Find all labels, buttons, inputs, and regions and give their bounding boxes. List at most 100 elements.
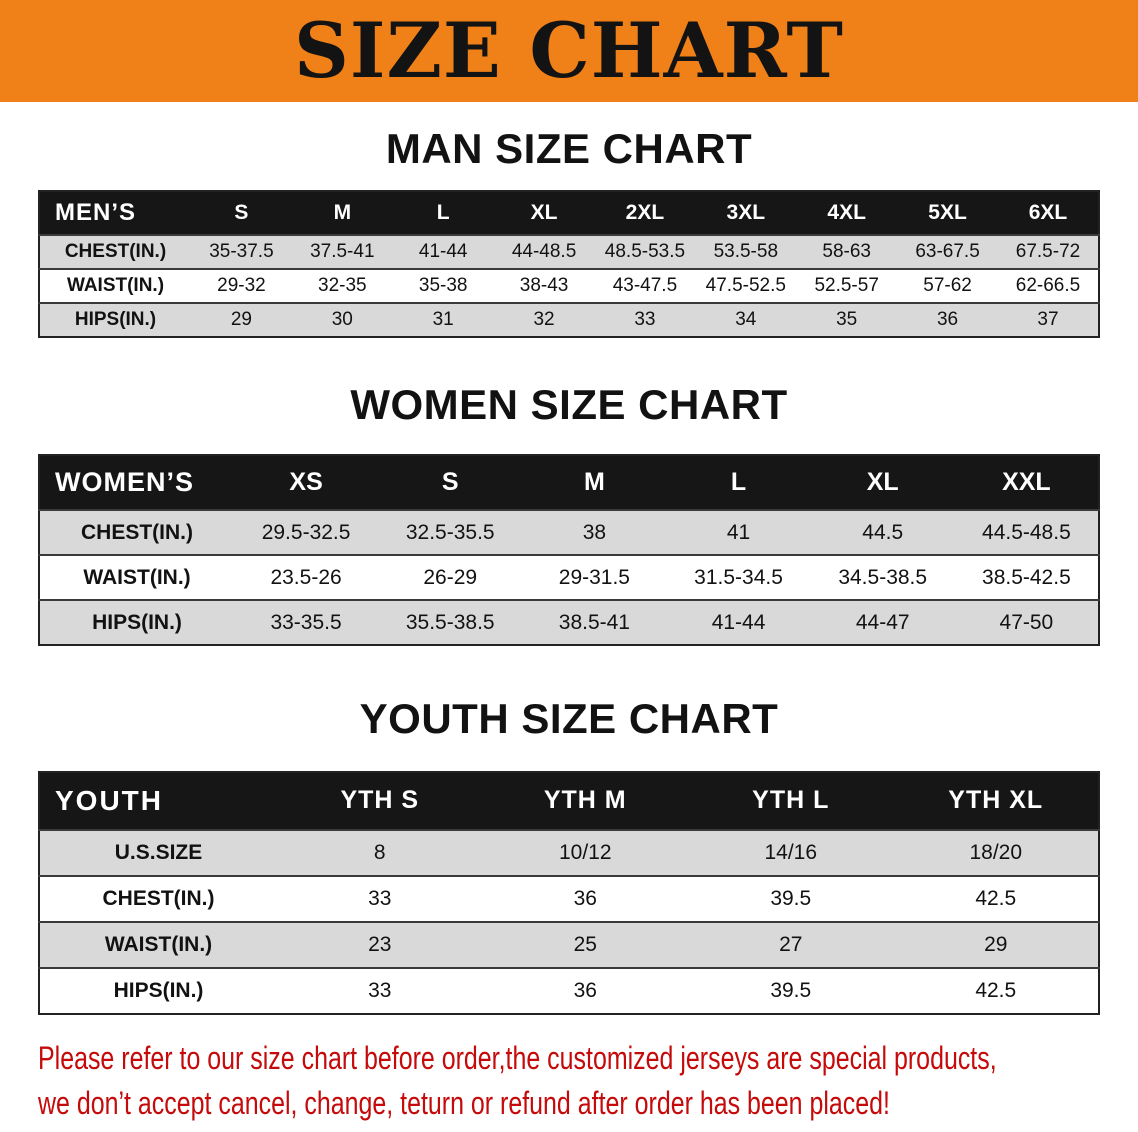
size-value-cell: 29.5-32.5 — [261, 520, 351, 544]
size-value-cell: 38.5-42.5 — [982, 565, 1071, 589]
women-size-table: WOMEN’S XS S M L XL XXL CHEST(IN.) 29.5-32.5 32.5… — [38, 454, 1100, 647]
row-label: U.S.SIZE — [114, 840, 203, 864]
row-label: HIPS(IN.) — [92, 610, 182, 634]
size-column-header: YTH XL — [893, 771, 1099, 830]
size-column-header: YTH M — [482, 771, 688, 830]
size-value-cell: 63-67.5 — [915, 241, 980, 263]
size-value-cell: 30 — [331, 309, 353, 331]
size-value-cell: 33 — [368, 886, 392, 910]
table-title-cell: YOUTH — [39, 771, 277, 830]
size-value-cell: 37 — [1037, 309, 1059, 331]
table-title-cell: MEN’S — [39, 191, 191, 236]
table-row: HIPS(IN.) 33-35.5 35.5-38.5 38.5-41 41-44 44-… — [39, 600, 1099, 646]
size-value-cell: 53.5-58 — [713, 241, 779, 263]
size-value-cell: 33 — [368, 978, 392, 1002]
row-label: WAIST(IN.) — [104, 932, 213, 956]
size-value-cell: 41-44 — [711, 610, 766, 634]
size-value-cell: 38 — [582, 520, 607, 544]
size-value-cell: 34 — [735, 309, 757, 331]
size-value-cell: 48.5-53.5 — [604, 241, 686, 263]
size-value-cell: 39.5 — [770, 978, 812, 1002]
size-value-cell: 31.5-34.5 — [694, 565, 783, 589]
size-value-cell: 32.5-35.5 — [405, 520, 495, 544]
size-value-cell: 29 — [984, 932, 1008, 956]
size-value-cell: 34.5-38.5 — [838, 565, 928, 589]
size-value-cell: 31 — [432, 309, 454, 331]
table-title-cell: WOMEN’S — [39, 455, 234, 511]
disclaimer-line-1: Please refer to our size chart before or… — [38, 1039, 997, 1076]
row-label: CHEST(IN.) — [102, 886, 215, 910]
size-value-cell: 33 — [634, 309, 656, 331]
banner: SIZE CHART — [0, 0, 1138, 102]
size-value-cell: 32-35 — [318, 275, 367, 297]
size-value-cell: 62-66.5 — [1015, 275, 1081, 297]
size-value-cell: 25 — [573, 932, 597, 956]
size-value-cell: 35.5-38.5 — [405, 610, 495, 634]
size-column-header: L — [666, 455, 811, 511]
size-value-cell: 58-63 — [822, 241, 871, 263]
size-value-cell: 36 — [573, 978, 597, 1002]
size-value-cell: 37.5-41 — [310, 241, 375, 263]
table-row: CHEST(IN.) 35-37.5 37.5-41 41-44 44-48.5 48.5… — [39, 235, 1099, 270]
disclaimer: Please refer to our size chart before or… — [38, 1039, 1138, 1123]
size-value-cell: 42.5 — [975, 978, 1017, 1002]
size-value-cell: 42.5 — [975, 886, 1017, 910]
size-column-header: XXL — [954, 455, 1099, 511]
size-value-cell: 47.5-52.5 — [705, 275, 786, 297]
table-row: WAIST(IN.) 23 25 27 29 — [39, 921, 1099, 968]
size-value-cell: 14/16 — [764, 840, 818, 864]
size-value-cell: 26-29 — [423, 565, 478, 589]
row-label: WAIST(IN.) — [83, 565, 191, 589]
youth-section-heading: YOUTH SIZE CHART — [359, 695, 779, 743]
size-column-header: 3XL — [695, 191, 797, 236]
size-value-cell: 35-37.5 — [209, 241, 274, 263]
size-value-cell: 47-50 — [999, 610, 1054, 634]
size-value-cell: 44-48.5 — [511, 241, 577, 263]
size-value-cell: 35-38 — [418, 275, 468, 297]
size-value-cell: 38-43 — [519, 275, 569, 297]
men-size-table: MEN’S S M L XL 2XL 3XL 4XL 5XL 6XL CHEST(IN.) 35-37… — [38, 190, 1100, 339]
table-row: WAIST(IN.) 29-32 32-35 35-38 38-43 43-47.5 47.… — [39, 269, 1099, 304]
size-value-cell: 67.5-72 — [1015, 241, 1081, 263]
size-column-header: 2XL — [594, 191, 696, 236]
row-label: WAIST(IN.) — [66, 275, 165, 297]
size-value-cell: 44.5-48.5 — [982, 520, 1071, 544]
table-row: U.S.SIZE 8 10/12 14/16 18/20 — [39, 829, 1099, 876]
table-row: HIPS(IN.) 33 36 39.5 42.5 — [39, 967, 1099, 1014]
page-title: SIZE CHART — [294, 6, 844, 95]
table-header-row: MEN’S S M L XL 2XL 3XL 4XL 5XL 6XL — [39, 191, 1099, 236]
size-value-cell: 36 — [573, 886, 597, 910]
size-column-header: S — [378, 455, 523, 511]
table-row: CHEST(IN.) 33 36 39.5 42.5 — [39, 875, 1099, 922]
size-column-header: YTH S — [277, 771, 483, 830]
table-row: WAIST(IN.) 23.5-26 26-29 29-31.5 31.5-34.5 34… — [39, 555, 1099, 601]
row-label: CHEST(IN.) — [81, 520, 193, 544]
size-value-cell: 23.5-26 — [270, 565, 342, 589]
men-section-heading: MAN SIZE CHART — [385, 125, 753, 172]
size-column-header: S — [191, 191, 292, 236]
size-value-cell: 44-47 — [855, 610, 910, 634]
size-value-cell: 39.5 — [770, 886, 812, 910]
size-value-cell: 43-47.5 — [612, 275, 678, 297]
youth-size-table: YOUTH YTH S YTH M YTH L YTH XL U.S.SIZE 8 10/12… — [38, 770, 1100, 1015]
size-column-header: 6XL — [998, 191, 1099, 236]
size-value-cell: 57-62 — [923, 275, 972, 297]
size-column-header: L — [392, 191, 494, 236]
size-value-cell: 32 — [533, 309, 555, 331]
size-value-cell: 29-31.5 — [558, 565, 630, 589]
table-row: HIPS(IN.) 29 30 31 32 33 34 35 36 37 — [39, 303, 1099, 338]
size-value-cell: 52.5-57 — [814, 275, 879, 297]
size-value-cell: 36 — [936, 309, 959, 331]
row-label: HIPS(IN.) — [74, 309, 157, 331]
size-value-cell: 41 — [726, 520, 751, 544]
size-column-header: 4XL — [796, 191, 898, 236]
disclaimer-line-2: we don’t accept cancel, change, teturn o… — [38, 1084, 890, 1121]
row-label: CHEST(IN.) — [64, 241, 167, 263]
youth-size-section: YOUTH SIZE CHART YOUTH YTH S YTH M YTH L YTH… — [0, 695, 1138, 1015]
size-value-cell: 8 — [373, 840, 386, 864]
size-value-cell: 41-44 — [418, 241, 468, 263]
table-header-row: WOMEN’S XS S M L XL XXL — [39, 455, 1099, 511]
women-size-section: WOMEN SIZE CHART WOMEN’S XS S M L XL XXL CHEST(… — [0, 381, 1138, 647]
size-value-cell: 27 — [779, 932, 803, 956]
size-value-cell: 29 — [230, 309, 252, 331]
